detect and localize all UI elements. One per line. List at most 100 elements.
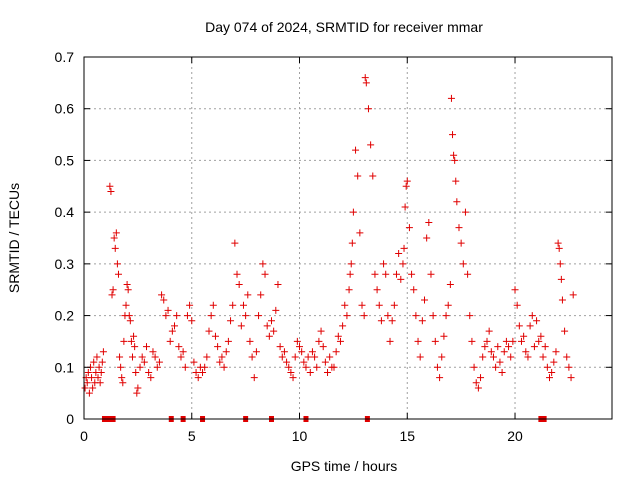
data-point: [216, 358, 224, 366]
data-point: [543, 363, 551, 371]
data-point: [459, 260, 467, 268]
data-point: [147, 374, 155, 382]
data-point: [145, 368, 153, 376]
data-point: [451, 156, 459, 164]
data-point: [252, 348, 260, 356]
data-point: [190, 358, 198, 366]
data-point: [233, 270, 241, 278]
data-point: [429, 312, 437, 320]
data-point: [111, 244, 119, 252]
data-point: [201, 363, 209, 371]
data-point: [239, 301, 247, 309]
data-point: [140, 358, 148, 366]
data-point: [438, 353, 446, 361]
data-point: [108, 291, 116, 299]
data-point: [88, 374, 96, 382]
data-point: [164, 306, 172, 314]
data-point: [401, 203, 409, 211]
data-point: [237, 322, 245, 330]
data-point: [336, 337, 344, 345]
data-point: [513, 301, 521, 309]
data-point: [361, 74, 369, 82]
data-point: [177, 353, 185, 361]
data-point: [85, 389, 93, 397]
data-point: [455, 224, 463, 232]
data-point: [272, 306, 280, 314]
data-point: [114, 270, 122, 278]
data-point: [259, 260, 267, 268]
data-point: [280, 348, 288, 356]
data-point: [356, 229, 364, 237]
data-point: [168, 327, 176, 335]
data-point: [408, 270, 416, 278]
data-point: [120, 337, 128, 345]
data-point: [142, 343, 150, 351]
data-point: [421, 296, 429, 304]
data-point: [107, 187, 115, 195]
data-point: [557, 275, 565, 283]
data-point: [149, 348, 157, 356]
data-point: [431, 337, 439, 345]
data-point: [567, 374, 575, 382]
data-point: [113, 260, 121, 268]
x-tick-labels: 0 5 10 15 20: [80, 428, 523, 444]
data-point: [546, 374, 554, 382]
data-point: [311, 353, 319, 361]
data-point: [287, 368, 295, 376]
data-point: [505, 343, 513, 351]
data-point: [291, 353, 299, 361]
data-point: [207, 312, 215, 320]
data-point: [364, 105, 372, 113]
data-point: [468, 337, 476, 345]
data-point: [326, 353, 334, 361]
data-point: [517, 337, 525, 345]
data-point: [205, 327, 213, 335]
data-point: [535, 337, 543, 345]
data-point: [526, 322, 534, 330]
data-point: [119, 379, 127, 387]
data-point: [533, 317, 541, 325]
data-point: [502, 337, 510, 345]
data-point: [166, 337, 174, 345]
data-point: [186, 301, 194, 309]
data-point: [539, 353, 547, 361]
data-point: [122, 301, 130, 309]
data-point: [89, 384, 97, 392]
data-point: [447, 94, 455, 102]
data-point: [81, 384, 89, 392]
data-point: [171, 322, 179, 330]
data-point: [127, 337, 135, 345]
data-point: [160, 296, 168, 304]
data-point: [173, 312, 181, 320]
data-point: [267, 317, 275, 325]
data-point: [511, 286, 519, 294]
data-point: [561, 327, 569, 335]
data-point: [222, 348, 230, 356]
data-point: [124, 286, 132, 294]
data-point: [306, 368, 314, 376]
data-point: [118, 374, 126, 382]
data-point: [410, 286, 418, 294]
x-axis-label: GPS time / hours: [291, 458, 398, 474]
data-point: [554, 239, 562, 247]
data-point: [500, 348, 508, 356]
y-tick-label: 0.7: [55, 49, 75, 65]
data-point: [405, 224, 413, 232]
data-point: [444, 301, 452, 309]
data-point: [123, 281, 131, 289]
data-point: [446, 281, 454, 289]
data-point: [220, 363, 228, 371]
data-point: [110, 234, 118, 242]
data-point: [347, 260, 355, 268]
data-point: [418, 317, 426, 325]
data-point: [209, 301, 217, 309]
data-point: [524, 353, 532, 361]
data-point: [315, 337, 323, 345]
data-point: [255, 312, 263, 320]
data-point: [128, 353, 136, 361]
data-point: [352, 146, 360, 154]
data-point: [483, 337, 491, 345]
data-point: [452, 177, 460, 185]
data-point: [528, 312, 536, 320]
data-point: [158, 291, 166, 299]
